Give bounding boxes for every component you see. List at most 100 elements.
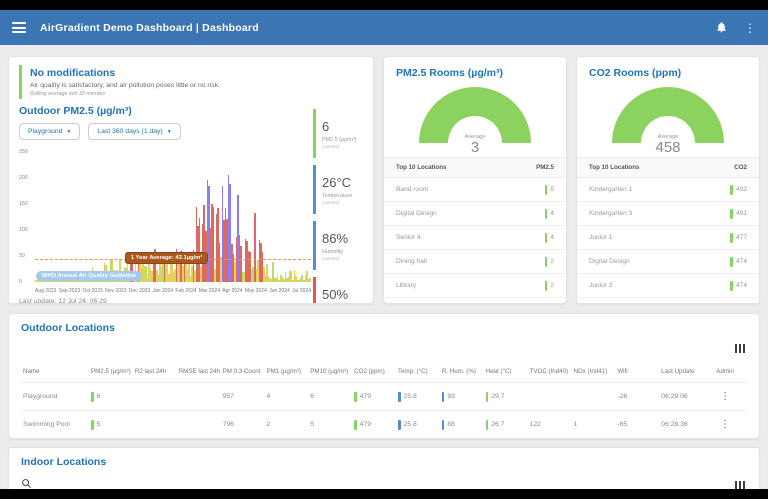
chevron-down-icon: ▼ <box>167 129 172 135</box>
room-list-item[interactable]: Dining hall2 <box>384 250 566 274</box>
room-list-item[interactable]: Senior 1470 <box>577 298 759 304</box>
pm25-bar-chart[interactable]: 050100150200250Aug 2023Sep 2023Oct 2023N… <box>19 144 313 296</box>
column-selector-icon[interactable] <box>733 342 748 355</box>
room-list-item[interactable]: Junior 1477 <box>577 226 759 250</box>
metric-cell: 06:29:06 <box>659 383 703 411</box>
room-value-number: 477 <box>736 234 747 241</box>
range-filter-dropdown[interactable]: Last 360 days (1 day) ▼ <box>88 123 180 140</box>
location-filter-dropdown[interactable]: Playground ▼ <box>19 123 80 140</box>
room-list-item[interactable]: Kindergarten 1493 <box>577 178 759 202</box>
metric-value: 6 <box>310 393 314 400</box>
value-bar <box>486 392 489 402</box>
app-header: AirGradient Demo Dashboard | Dashboard ⋮ <box>0 10 768 45</box>
stat-value: 86% <box>322 231 367 246</box>
room-list-item[interactable]: Kindergarten 3491 <box>577 202 759 226</box>
value-bar <box>545 281 548 291</box>
top-cards-row: No modifications Air quality is satisfac… <box>8 56 760 304</box>
metric-value: 88 <box>447 421 455 428</box>
stat-sublabel: (current) <box>322 200 367 205</box>
column-header[interactable]: PM10 (µg/m³) <box>308 361 352 383</box>
stat-label: PM2.5 (µg/m³) <box>322 137 367 143</box>
y-axis-tick-label: 0 <box>19 279 22 285</box>
column-header[interactable]: PM 0.3 Count <box>221 361 265 383</box>
co2-rooms-title: CO2 Rooms (ppm) <box>589 67 747 79</box>
column-header[interactable]: Last Update <box>659 361 703 383</box>
column-selector-icon[interactable] <box>733 479 748 490</box>
value-bar <box>354 420 357 430</box>
room-value-number: 5 <box>550 186 554 193</box>
metric-cell: 88 <box>440 411 484 439</box>
aqi-alert-note: Rolling average last 30 minutes <box>30 91 367 97</box>
room-list-item[interactable]: Digital Design 474 <box>577 250 759 274</box>
metric-cell <box>528 383 572 411</box>
room-value: 474 <box>730 257 747 267</box>
top-letterbox <box>0 0 768 10</box>
metric-cell: 122 <box>528 411 572 439</box>
notifications-bell-icon[interactable] <box>715 21 728 34</box>
room-list-item[interactable]: Junior 3474 <box>577 274 759 298</box>
room-value: 491 <box>730 209 747 219</box>
x-axis-tick-label: Jan 2024 <box>153 288 174 294</box>
column-header[interactable]: R2 last 24h <box>133 361 177 383</box>
metric-cell: 5 <box>308 411 352 439</box>
row-admin-menu-icon[interactable]: ⋮ <box>703 411 747 439</box>
column-header[interactable]: R. Hum. (%) <box>440 361 484 383</box>
room-name: Digital Design <box>589 258 630 265</box>
room-list-item[interactable]: Band room5 <box>384 178 566 202</box>
room-value: 4 <box>545 233 554 243</box>
overflow-menu-icon[interactable]: ⋮ <box>744 22 756 34</box>
metric-value: 1 <box>573 421 577 428</box>
room-value: 5 <box>545 185 554 195</box>
room-value-number: 2 <box>550 258 554 265</box>
range-filter-value: Last 360 days (1 day) <box>97 128 162 135</box>
y-axis-tick-label: 50 <box>19 253 25 259</box>
value-bar <box>398 392 401 402</box>
x-axis-tick-label: Jun 2024 <box>269 288 290 294</box>
room-list-item[interactable]: Library2 <box>384 274 566 298</box>
aqi-alert: No modifications Air quality is satisfac… <box>19 65 367 99</box>
stat-block: 6PM2.5 (µg/m³)(current) <box>313 109 367 158</box>
metric-cell: 25.8 <box>396 411 440 439</box>
row-admin-menu-icon[interactable]: ⋮ <box>703 383 747 411</box>
column-header[interactable]: CO2 (ppm) <box>352 361 396 383</box>
stat-sublabel: (current) <box>322 256 367 261</box>
x-axis-labels: Aug 2023Sep 2023Oct 2023Nov 2023Dec 2023… <box>35 288 311 294</box>
room-value-number: 493 <box>736 186 747 193</box>
value-bar <box>398 420 401 430</box>
location-name-cell[interactable]: Playground <box>21 383 89 411</box>
x-axis-tick-label: Oct 2023 <box>82 288 102 294</box>
room-list-item[interactable]: Auditorium0 <box>384 298 566 304</box>
value-bar <box>545 257 548 267</box>
column-header[interactable]: Name <box>21 361 89 383</box>
column-header[interactable]: PM2.5 (µg/m³) <box>89 361 133 383</box>
search-icon[interactable] <box>21 476 32 489</box>
pm25-rooms-list: Top 10 Locations PM2.5 Band room5Digital… <box>384 157 566 304</box>
column-header[interactable]: NOx (Ind41) <box>571 361 615 383</box>
outdoor-pm25-card: No modifications Air quality is satisfac… <box>8 56 374 304</box>
menu-icon[interactable] <box>12 22 26 33</box>
metric-cell: 479 <box>352 411 396 439</box>
value-bar <box>91 392 94 402</box>
value-bar <box>442 420 445 430</box>
metric-value: -65 <box>617 421 627 428</box>
column-header[interactable]: RMSE last 24h <box>177 361 221 383</box>
room-list-item[interactable]: Digital Design4 <box>384 202 566 226</box>
column-header[interactable]: Temp. (°C) <box>396 361 440 383</box>
room-name: Library <box>396 282 416 289</box>
metric-cell: 2 <box>264 411 308 439</box>
column-header[interactable]: TVOC (Ind40) <box>528 361 572 383</box>
column-header[interactable]: Admin <box>703 361 747 383</box>
x-axis-tick-label: Aug 2023 <box>35 288 56 294</box>
column-header[interactable]: Wifi <box>615 361 659 383</box>
indoor-locations-title: Indoor Locations <box>21 456 106 468</box>
co2-average-gauge: Average 458 <box>612 87 724 143</box>
column-header[interactable]: Heat (°C) <box>484 361 528 383</box>
co2-rooms-list: Top 10 Locations CO2 Kindergarten 1493Ki… <box>577 157 759 304</box>
x-axis-tick-label: Apr 2024 <box>222 288 242 294</box>
table-row: Swimming Pool57962547925.88826.71221-650… <box>21 411 747 439</box>
column-header[interactable]: PM1 (µg/m³) <box>264 361 308 383</box>
location-name-cell[interactable]: Swimming Pool <box>21 411 89 439</box>
room-list-item[interactable]: Senior 44 <box>384 226 566 250</box>
room-value-number: 474 <box>736 282 747 289</box>
metric-cell: 957 <box>221 383 265 411</box>
